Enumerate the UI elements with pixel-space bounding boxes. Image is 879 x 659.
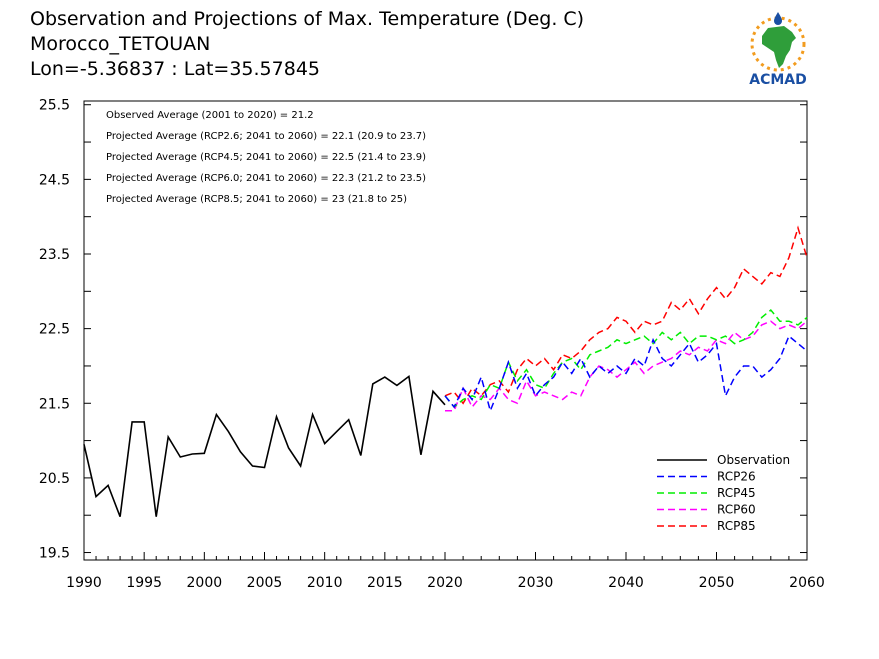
annotation-line: Projected Average (RCP2.6; 2041 to 2060)… — [106, 131, 426, 142]
x-tick-label: 2060 — [789, 575, 825, 591]
logo-text: ACMAD — [749, 72, 807, 88]
y-tick-label: 23.5 — [39, 247, 70, 263]
x-tick-label: 2010 — [307, 575, 343, 591]
series-line-rcp60 — [445, 320, 808, 412]
series-line-observation — [83, 374, 446, 517]
x-axis: 1990 1995 2000 2005 2010 2015 2020 2030 2040 2050… — [66, 552, 825, 591]
legend-label: RCP85 — [717, 519, 756, 533]
chart-title: Observation and Projections of Max. Temp… — [30, 8, 585, 30]
legend-label: RCP60 — [717, 503, 756, 517]
annotation-line: Observed Average (2001 to 2020) = 21.2 — [106, 110, 314, 121]
annotation-line: Projected Average (RCP8.5; 2041 to 2060)… — [106, 194, 407, 205]
x-tick-label: 2005 — [247, 575, 283, 591]
annotation-line: Projected Average (RCP4.5; 2041 to 2060)… — [106, 152, 426, 163]
x-tick-label: 2040 — [608, 575, 644, 591]
acmad-logo: ACMAD — [749, 12, 807, 88]
annotation-line: Projected Average (RCP6.0; 2041 to 2060)… — [106, 173, 426, 184]
y-tick-label: 21.5 — [39, 396, 70, 412]
x-tick-label: 2030 — [518, 575, 554, 591]
legend: Observation RCP26 RCP45 RCP60 RCP85 — [657, 453, 790, 533]
y-tick-label: 20.5 — [39, 471, 70, 487]
legend-label: RCP26 — [717, 470, 756, 484]
legend-label: RCP45 — [717, 486, 756, 500]
x-tick-label: 2000 — [187, 575, 223, 591]
y-tick-label: 25.5 — [39, 98, 70, 114]
africa-map-icon — [762, 26, 796, 68]
x-tick-label: 1995 — [126, 575, 162, 591]
plot-frame — [83, 100, 808, 561]
series-lines — [83, 225, 808, 517]
y-tick-label: 22.5 — [39, 322, 70, 338]
series-line-rcp45 — [444, 308, 808, 409]
statistics-annotations: Observed Average (2001 to 2020) = 21.2 Pr… — [106, 110, 426, 205]
series-line-rcp26 — [444, 334, 808, 414]
location-name: Morocco_TETOUAN — [30, 33, 211, 55]
coordinates-label: Lon=-5.36837 : Lat=35.57845 — [30, 58, 321, 80]
x-tick-label: 2015 — [367, 575, 403, 591]
x-tick-label: 2050 — [699, 575, 735, 591]
legend-label: Observation — [717, 453, 790, 467]
x-tick-label: 2020 — [427, 575, 463, 591]
water-drop-icon — [774, 12, 782, 25]
y-tick-label: 24.5 — [39, 172, 70, 188]
x-tick-label: 1990 — [66, 575, 102, 591]
y-axis: 19.5 20.5 21.5 22.5 23.5 24.5 25.5 — [39, 98, 807, 562]
y-tick-label: 19.5 — [39, 546, 70, 562]
series-line-rcp85 — [444, 225, 808, 405]
